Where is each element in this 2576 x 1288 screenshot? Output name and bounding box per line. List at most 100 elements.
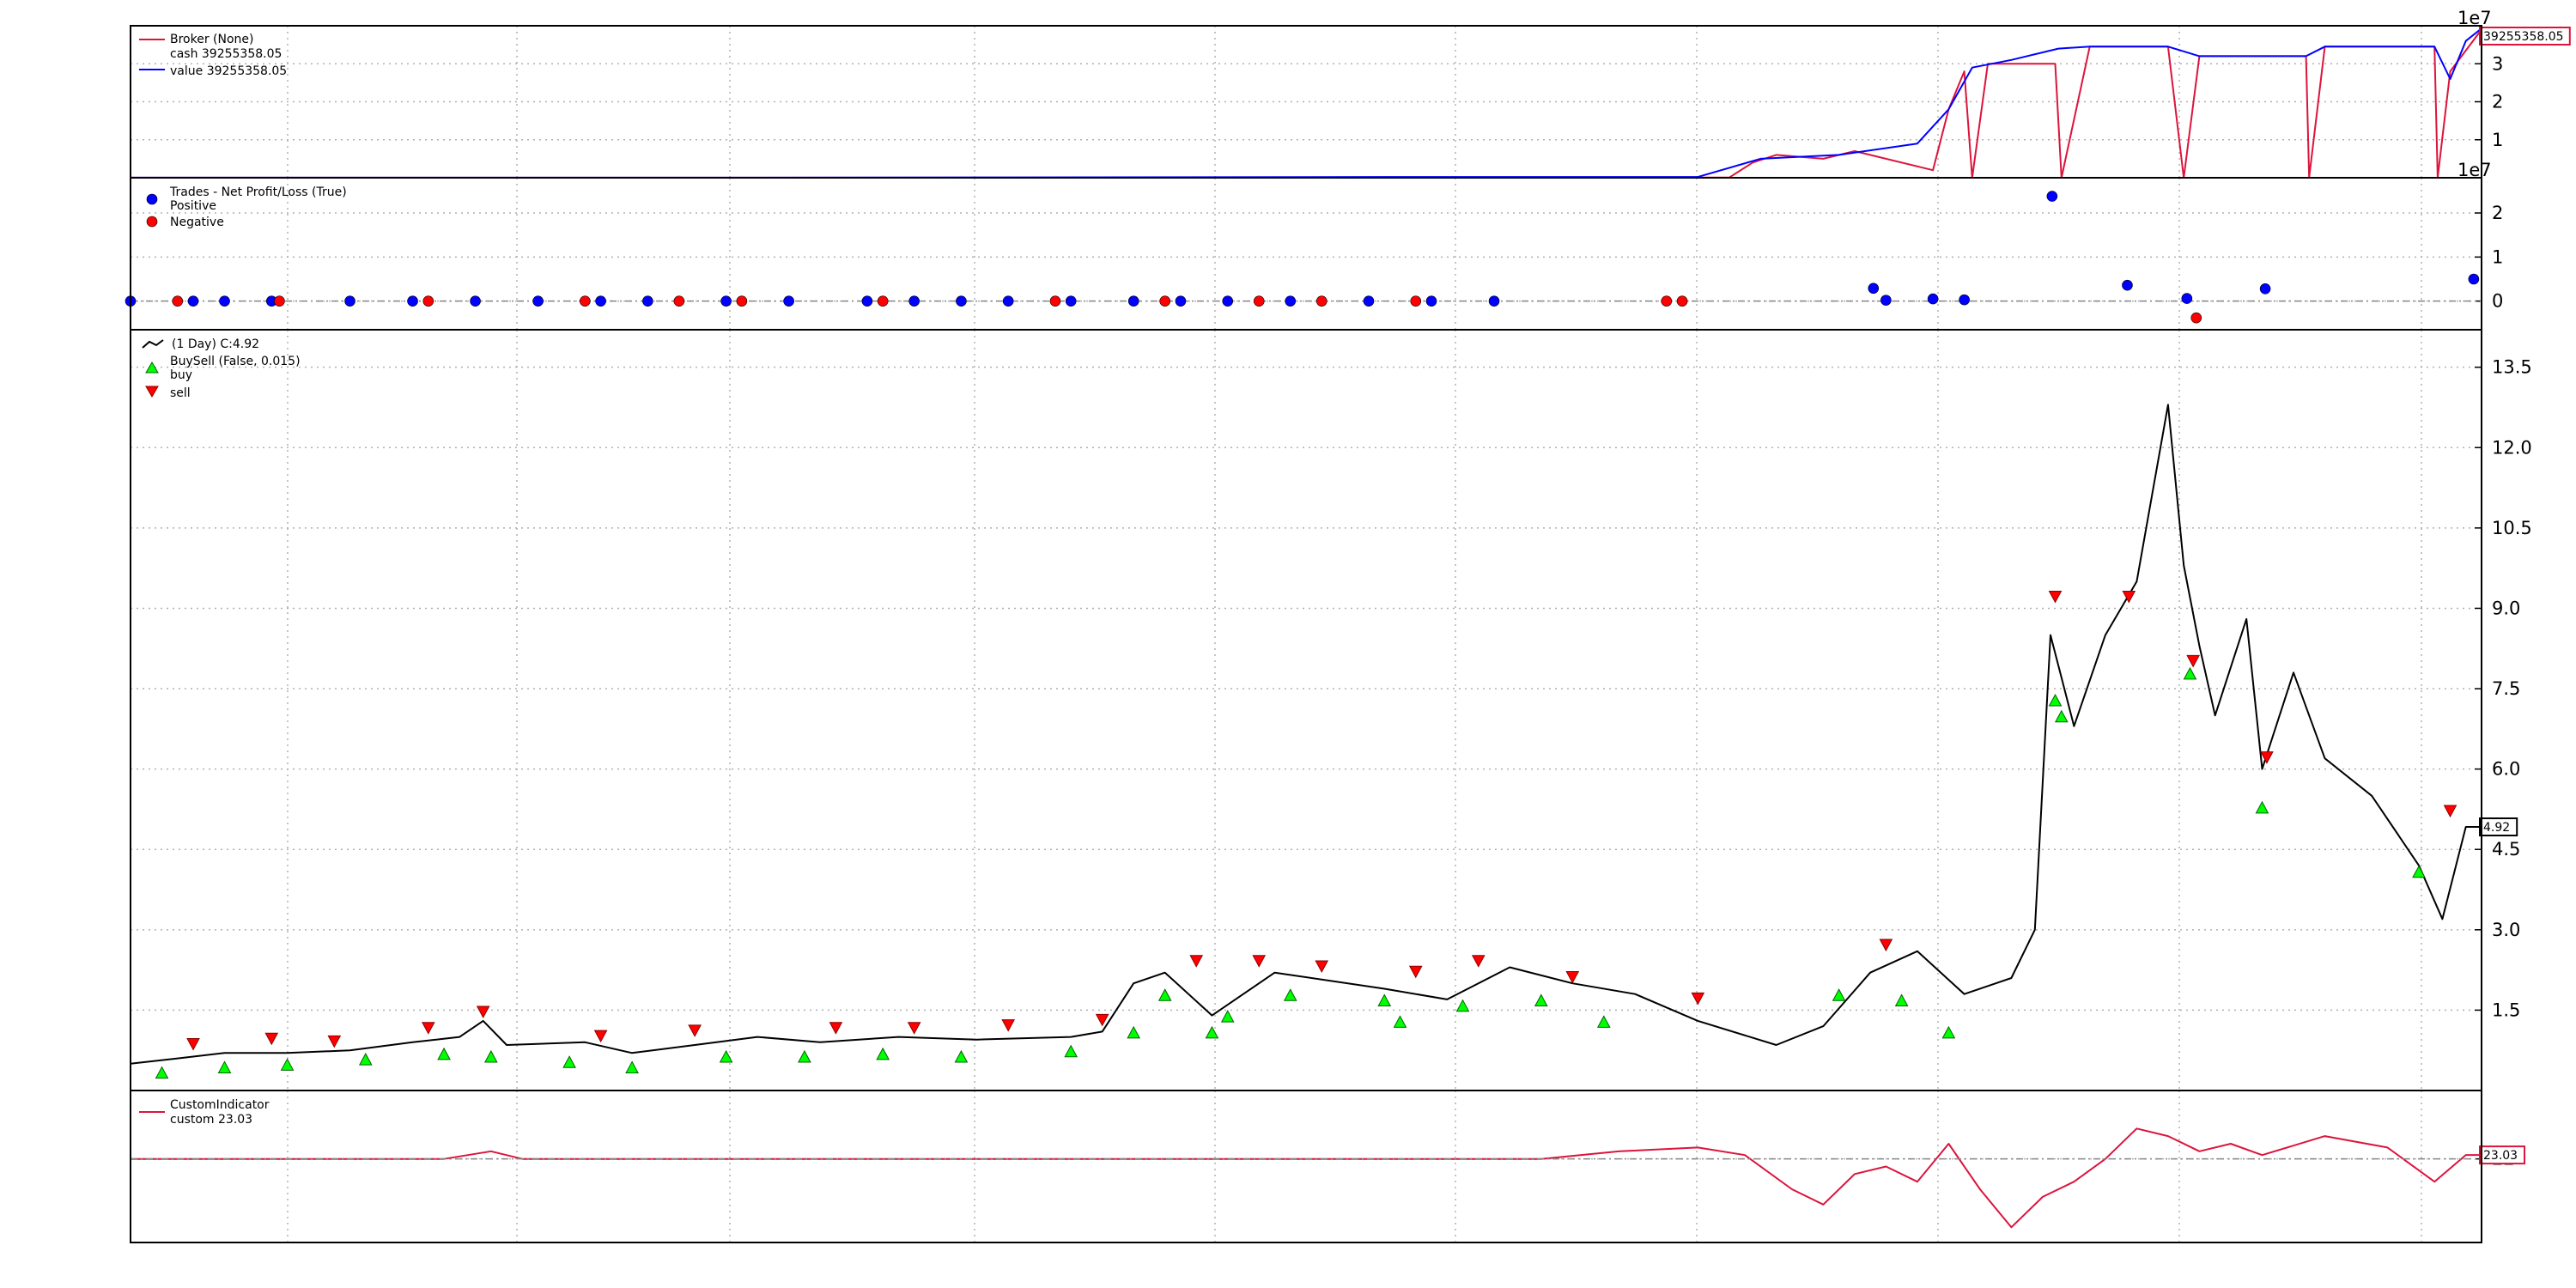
price-ytick-label: 4.5 [2492, 839, 2520, 860]
trade-positive-point [642, 295, 653, 307]
trade-positive-point [1175, 295, 1187, 307]
positive-legend-marker [146, 193, 158, 205]
trade-negative-point [877, 295, 889, 307]
sell-marker [1879, 939, 1893, 952]
sell-marker [421, 1022, 435, 1035]
buy-marker [2048, 693, 2063, 707]
indicator-legend-title: CustomIndicator [170, 1098, 270, 1112]
broker-legend-title: Broker (None) [170, 33, 254, 46]
sell-marker [2122, 590, 2136, 604]
indicator-custom-line [131, 1127, 2482, 1229]
buy-marker [1205, 1025, 1219, 1039]
trades-ytick-label: 2 [2492, 203, 2503, 223]
trade-positive-point [1959, 294, 1970, 306]
sell-marker [264, 1032, 279, 1046]
sell-legend-label: sell [170, 386, 191, 400]
buy-marker [1455, 999, 1470, 1012]
trade-positive-point [1488, 295, 1500, 307]
cash-legend-label: cash 39255358.05 [170, 47, 282, 61]
trade-negative-point [1315, 295, 1327, 307]
sell-marker [1001, 1019, 1016, 1032]
sell-marker [688, 1024, 702, 1037]
trade-negative-point [422, 295, 434, 307]
trade-positive-point [2122, 279, 2133, 291]
trade-positive-point [1425, 295, 1437, 307]
buy-legend-label: buy [170, 368, 192, 382]
trades-frame [130, 177, 2482, 331]
trade-positive-point [2259, 283, 2271, 295]
sell-marker [829, 1022, 843, 1035]
trade-negative-point [1159, 295, 1171, 307]
trade-negative-point [172, 295, 184, 307]
trade-positive-point [861, 295, 873, 307]
trade-positive-point [532, 295, 544, 307]
sell-marker [1189, 955, 1204, 968]
trade-positive-point [219, 295, 230, 307]
sell-marker [327, 1035, 342, 1048]
price-ytick-label: 1.5 [2492, 999, 2520, 1020]
negative-legend-marker [146, 216, 158, 228]
buy-marker [1393, 1015, 1407, 1028]
buy-marker [217, 1060, 232, 1073]
buy-marker [1534, 993, 1548, 1006]
trade-negative-point [2190, 312, 2202, 324]
negative-legend-label: Negative [170, 216, 224, 229]
indicator-frame [130, 1090, 2482, 1243]
trade-positive-point [1868, 283, 1880, 295]
value-legend-label: value 39255358.05 [170, 64, 287, 78]
buy-marker [954, 1049, 969, 1063]
trade-positive-point [1363, 295, 1375, 307]
trades-ytick-label: 0 [2492, 291, 2503, 312]
indicator-legend: CustomIndicator custom 23.03 [139, 1098, 270, 1127]
trade-negative-point [1049, 295, 1061, 307]
buy-marker [1064, 1044, 1078, 1058]
buy-marker [2054, 709, 2069, 723]
buy-marker [280, 1058, 295, 1071]
custom-legend-label: custom 23.03 [170, 1113, 252, 1127]
buy-marker [1127, 1025, 1141, 1039]
sell-marker [907, 1022, 921, 1035]
buy-marker [562, 1055, 576, 1068]
trade-negative-point [1253, 295, 1265, 307]
sell-marker [1691, 992, 1705, 1005]
trade-positive-point [2046, 191, 2058, 202]
price-ytick-label: 3.0 [2492, 920, 2520, 940]
buysell-legend-title: BuySell (False, 0.015) [170, 355, 301, 368]
trade-positive-point [470, 295, 481, 307]
trade-positive-point [1127, 295, 1139, 307]
indicator-panel: 2223.03 [130, 1090, 2525, 1243]
broker-last-value-box [2479, 27, 2571, 46]
buy-marker [1157, 988, 1172, 1001]
price-ytick-label: 13.5 [2492, 357, 2532, 378]
buy-marker [2255, 800, 2269, 814]
buy-marker [1894, 993, 1909, 1006]
broker-legend: Broker (None) cash 39255358.05 value 392… [139, 33, 287, 78]
price-ytick-label: 12.0 [2492, 437, 2532, 458]
trade-positive-point [344, 295, 355, 307]
indicator-last-value-label: 23.03 [2483, 1149, 2518, 1163]
buy-marker [798, 1049, 811, 1063]
trade-positive-point [783, 295, 794, 307]
broker-ytick-label: 3 [2492, 53, 2503, 74]
trade-positive-point [1002, 295, 1014, 307]
broker-ytick-label: 1 [2492, 130, 2503, 150]
trade-positive-point [2468, 273, 2480, 285]
broker-cash-line [131, 28, 2482, 179]
sell-marker [186, 1037, 200, 1051]
trade-negative-point [1676, 295, 1688, 307]
price-legend-swatch [142, 339, 164, 349]
sell-marker [2048, 590, 2063, 604]
trades-legend: Trades - Net Profit/Loss (True) Positive… [146, 185, 347, 229]
sell-marker [2443, 805, 2458, 818]
trade-positive-point [956, 295, 967, 307]
sell-marker [2260, 751, 2274, 764]
broker-last-value-label: 39255358.05 [2483, 30, 2564, 44]
price-last-value-box [2479, 817, 2518, 837]
trade-negative-point [1661, 295, 1673, 307]
trade-positive-point [1285, 295, 1297, 307]
trade-negative-point [736, 295, 748, 307]
price-ytick-label: 6.0 [2492, 759, 2520, 780]
sell-marker [1315, 960, 1329, 974]
